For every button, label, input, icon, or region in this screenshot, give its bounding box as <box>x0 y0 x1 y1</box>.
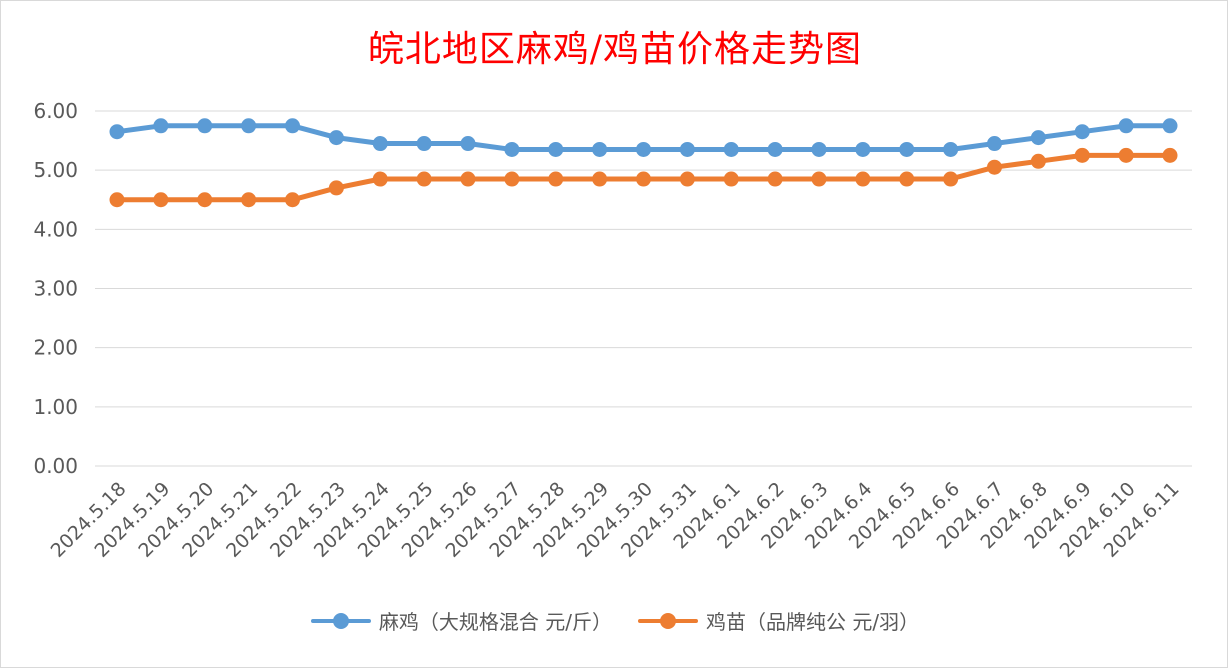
data-point-series-1 <box>811 141 827 157</box>
data-point-series-1 <box>1162 118 1178 134</box>
data-point-series-1 <box>328 130 344 146</box>
data-point-series-1 <box>1030 130 1046 146</box>
y-tick-label: 1.00 <box>33 395 78 419</box>
data-point-series-2 <box>416 171 432 187</box>
data-point-series-2 <box>987 159 1002 175</box>
data-point-series-1 <box>1074 124 1090 140</box>
data-point-series-2 <box>723 171 739 187</box>
data-point-series-1 <box>1118 118 1134 134</box>
data-point-series-1 <box>372 136 388 152</box>
data-point-series-1 <box>548 141 564 157</box>
data-point-series-2 <box>811 171 827 187</box>
data-point-series-2 <box>636 171 651 187</box>
y-tick-label: 5.00 <box>33 158 78 182</box>
legend-label-series-1: 麻鸡（大规格混合 元/斤） <box>378 610 612 634</box>
data-point-series-2 <box>1162 147 1178 163</box>
data-point-series-2 <box>372 171 388 187</box>
data-point-series-1 <box>679 141 695 157</box>
data-point-series-2 <box>1118 147 1134 163</box>
legend-swatch-series-1 <box>310 611 371 631</box>
y-tick-label: 4.00 <box>33 217 78 241</box>
data-point-series-1 <box>109 124 125 140</box>
legend-label-series-2: 鸡苗（品牌纯公 元/羽） <box>706 610 920 634</box>
data-point-series-1 <box>460 136 476 152</box>
data-point-series-1 <box>197 118 213 134</box>
data-point-series-1 <box>987 136 1002 152</box>
data-point-series-2 <box>548 171 564 187</box>
y-tick-label: 3.00 <box>33 277 78 301</box>
data-point-series-1 <box>241 118 257 134</box>
y-tick-label: 2.00 <box>33 336 78 360</box>
data-point-series-1 <box>943 141 959 157</box>
data-point-series-1 <box>767 141 783 157</box>
legend-item-series-2: 鸡苗（品牌纯公 元/羽） <box>638 606 919 635</box>
data-point-series-2 <box>285 192 300 208</box>
data-point-series-2 <box>1030 153 1046 169</box>
y-tick-label: 6.00 <box>33 99 78 123</box>
data-point-series-2 <box>767 171 783 187</box>
data-point-series-2 <box>197 192 213 208</box>
data-point-series-1 <box>636 141 651 157</box>
data-point-series-1 <box>153 118 169 134</box>
legend-marker-series-1 <box>332 612 349 629</box>
data-point-series-2 <box>943 171 959 187</box>
data-point-series-2 <box>1074 147 1090 163</box>
data-point-series-1 <box>285 118 300 134</box>
chart-legend: 麻鸡（大规格混合 元/斤） 鸡苗（品牌纯公 元/羽） <box>0 606 1230 635</box>
data-point-series-2 <box>679 171 695 187</box>
data-point-series-2 <box>855 171 871 187</box>
y-tick-label: 0.00 <box>33 454 78 478</box>
data-point-series-1 <box>592 141 608 157</box>
legend-marker-series-2 <box>660 612 676 629</box>
data-point-series-2 <box>241 192 257 208</box>
legend-swatch-series-2 <box>638 611 698 631</box>
legend-item-series-1: 麻鸡（大规格混合 元/斤） <box>310 606 612 635</box>
data-point-series-2 <box>153 192 169 208</box>
data-point-series-2 <box>328 180 344 196</box>
data-point-series-1 <box>504 141 520 157</box>
chart-title: 皖北地区麻鸡/鸡苗价格走势图 <box>367 29 863 70</box>
data-point-series-1 <box>723 141 739 157</box>
data-point-series-1 <box>416 136 432 152</box>
data-point-series-2 <box>109 192 125 208</box>
data-point-series-2 <box>504 171 520 187</box>
data-point-series-1 <box>899 141 915 157</box>
data-point-series-2 <box>592 171 608 187</box>
data-point-series-2 <box>460 171 476 187</box>
data-point-series-1 <box>855 141 871 157</box>
data-point-series-2 <box>899 171 915 187</box>
